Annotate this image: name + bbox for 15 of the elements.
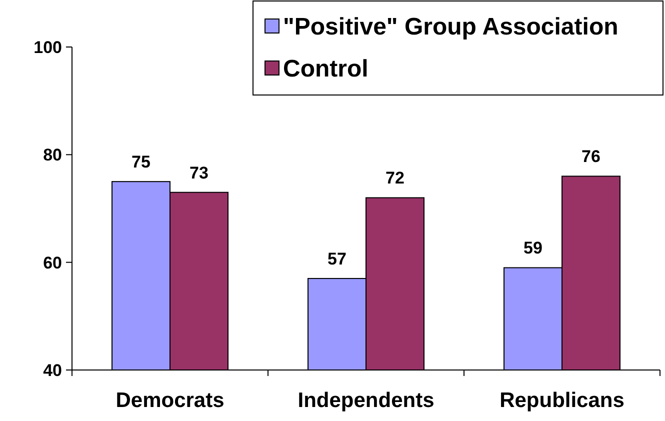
y-tick-label: 40 [43,360,62,380]
data-label: 76 [582,147,600,166]
data-label: 73 [190,163,208,182]
legend-label: "Positive" Group Association [283,13,618,40]
data-label: 72 [386,168,404,188]
data-label: 75 [132,152,150,172]
y-tick-label: 100 [34,38,62,57]
data-label: 57 [328,249,346,268]
y-tick-label: 80 [43,146,62,165]
x-tick-label: Republicans [500,389,624,412]
y-tick-label: 60 [43,253,62,272]
legend-label: Control [283,55,368,82]
x-tick-label: Democrats [116,389,224,412]
x-tick-label: Independents [298,389,434,412]
data-label: 59 [524,238,542,258]
